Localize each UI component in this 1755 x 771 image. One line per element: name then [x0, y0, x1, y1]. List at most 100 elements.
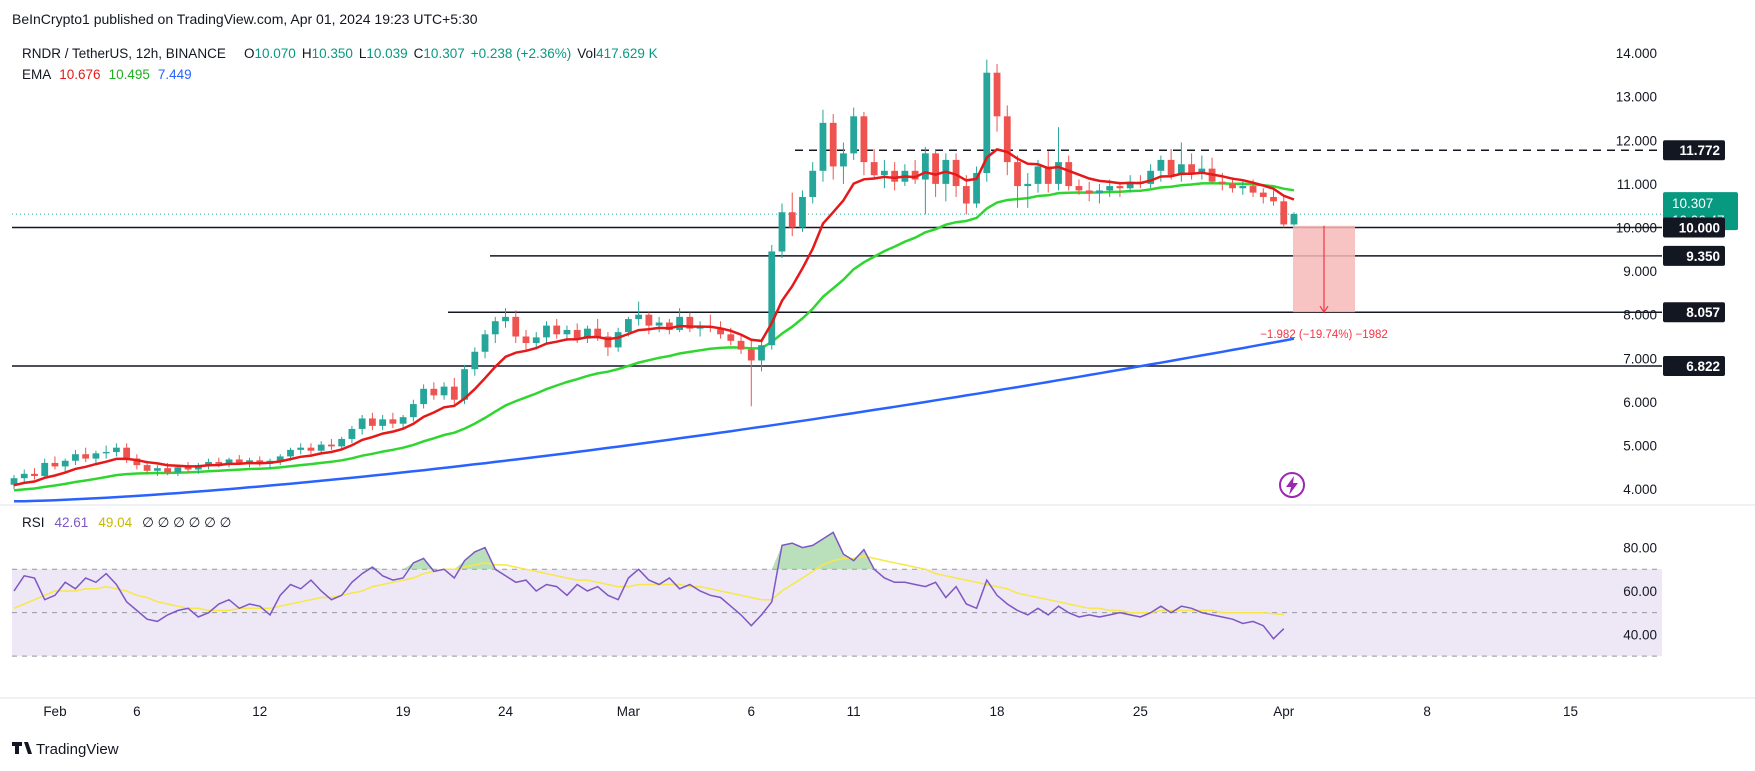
candle[interactable]	[901, 164, 909, 187]
candle[interactable]	[133, 454, 141, 470]
candle[interactable]	[481, 329, 489, 359]
candle[interactable]	[471, 347, 479, 376]
candle[interactable]	[686, 312, 694, 333]
candle[interactable]	[1198, 155, 1206, 180]
price-level-badge[interactable]: 9.350	[1663, 245, 1725, 266]
candle[interactable]	[870, 149, 878, 180]
candle[interactable]	[522, 329, 530, 350]
candle[interactable]	[399, 414, 407, 429]
candle[interactable]	[819, 109, 827, 182]
candle[interactable]	[645, 312, 653, 335]
candle[interactable]	[256, 456, 264, 467]
candle[interactable]	[420, 384, 427, 409]
rsi-line[interactable]	[13, 531, 1285, 640]
price-level-badge[interactable]: 6.822	[1663, 356, 1725, 377]
candle[interactable]	[758, 338, 765, 372]
candle[interactable]	[61, 458, 69, 472]
candle[interactable]	[409, 399, 417, 422]
candle[interactable]	[655, 316, 663, 333]
candle[interactable]	[696, 321, 704, 337]
candle[interactable]	[840, 142, 847, 184]
lightning-icon[interactable]	[1279, 472, 1305, 498]
candle[interactable]	[1024, 172, 1032, 208]
rsi-ma-line[interactable]	[13, 555, 1284, 616]
candle[interactable]	[307, 443, 315, 455]
candle[interactable]	[993, 63, 1001, 132]
candle[interactable]	[706, 314, 714, 333]
candle[interactable]	[512, 310, 520, 344]
candle[interactable]	[450, 377, 458, 405]
candle[interactable]	[1208, 157, 1216, 184]
candle[interactable]	[1177, 142, 1185, 182]
candle[interactable]	[1259, 188, 1267, 204]
candle[interactable]	[31, 468, 38, 480]
candle[interactable]	[911, 159, 919, 184]
candle[interactable]	[41, 458, 49, 479]
candle[interactable]	[1044, 151, 1052, 193]
candle[interactable]	[891, 162, 899, 191]
price-level-badge[interactable]: 8.057	[1663, 302, 1725, 323]
candle[interactable]	[543, 321, 550, 344]
candle[interactable]	[338, 436, 346, 450]
candle[interactable]	[440, 382, 448, 400]
ema-mid-line[interactable]	[13, 182, 1295, 492]
candle[interactable]	[635, 301, 643, 326]
candle[interactable]	[829, 114, 837, 180]
candle[interactable]	[1270, 190, 1277, 206]
candle[interactable]	[717, 321, 724, 339]
candle[interactable]	[942, 153, 950, 202]
candle[interactable]	[297, 443, 305, 455]
candle[interactable]	[1167, 149, 1175, 180]
rsi-pane[interactable]	[12, 531, 1662, 657]
candle[interactable]	[747, 340, 755, 407]
candle[interactable]	[1085, 181, 1093, 202]
candle[interactable]	[205, 458, 212, 470]
candle[interactable]	[778, 203, 786, 259]
candle[interactable]	[973, 166, 980, 208]
candle[interactable]	[358, 414, 366, 435]
candle[interactable]	[881, 159, 888, 189]
candle[interactable]	[328, 438, 335, 450]
price-level-badge[interactable]: 11.772	[1663, 140, 1725, 161]
candle[interactable]	[369, 412, 376, 431]
candle[interactable]	[317, 441, 325, 455]
candle[interactable]	[850, 107, 858, 160]
candle[interactable]	[1280, 196, 1288, 228]
candle[interactable]	[379, 414, 387, 431]
candle[interactable]	[553, 319, 561, 339]
price-level-badge[interactable]: 10.000	[1663, 217, 1725, 238]
candle[interactable]	[225, 457, 233, 468]
candle[interactable]	[491, 316, 499, 344]
candle[interactable]	[788, 192, 796, 237]
candle[interactable]	[737, 334, 745, 354]
candle[interactable]	[604, 332, 612, 357]
candle[interactable]	[962, 175, 970, 215]
candle[interactable]	[921, 146, 929, 215]
candle[interactable]	[1096, 183, 1103, 204]
ema-slow-line[interactable]	[13, 337, 1295, 503]
candle[interactable]	[276, 454, 284, 466]
candle[interactable]	[1147, 164, 1155, 189]
candle[interactable]	[860, 111, 868, 176]
candle[interactable]	[113, 443, 120, 457]
candle[interactable]	[430, 382, 438, 400]
candle[interactable]	[532, 332, 540, 350]
candle[interactable]	[102, 445, 110, 459]
candle[interactable]	[72, 449, 79, 466]
candle[interactable]	[676, 308, 683, 333]
candle[interactable]	[1014, 155, 1021, 208]
candle[interactable]	[1003, 105, 1011, 176]
candle[interactable]	[51, 456, 59, 470]
candle[interactable]	[768, 244, 776, 350]
candle[interactable]	[82, 447, 90, 463]
candle[interactable]	[1055, 127, 1062, 191]
candle[interactable]	[799, 190, 806, 232]
candle[interactable]	[584, 325, 591, 344]
price-pane[interactable]: −1.982 (−19.74%) −1982	[10, 59, 1662, 503]
candle[interactable]	[153, 465, 161, 477]
candle[interactable]	[1239, 179, 1247, 195]
candle[interactable]	[348, 425, 356, 444]
candle[interactable]	[1290, 212, 1298, 226]
candle[interactable]	[92, 450, 100, 463]
candle[interactable]	[502, 308, 509, 328]
